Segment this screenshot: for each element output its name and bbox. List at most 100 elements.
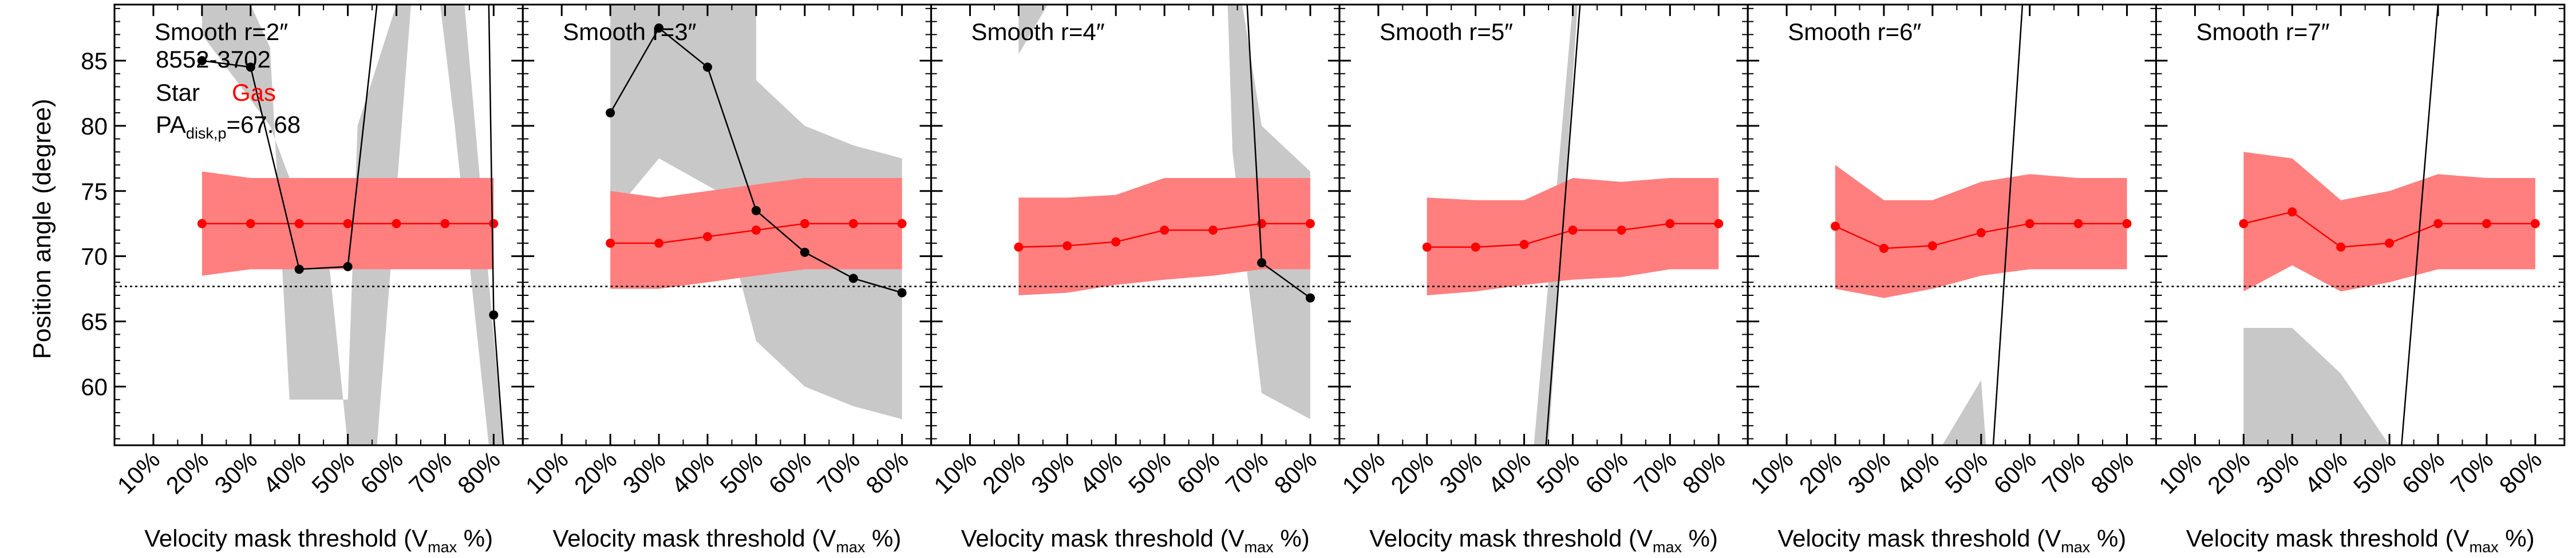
x-tick-label: 70%	[812, 446, 865, 499]
x-tick-label: 80%	[2494, 446, 2547, 499]
gas-uncertainty-band	[1427, 178, 1719, 295]
panel-title: Smooth r=2″	[155, 18, 288, 45]
gas-point	[1976, 228, 1986, 238]
x-tick-label: 20%	[2202, 446, 2255, 499]
x-tick-label: 10%	[1337, 446, 1390, 499]
gas-point	[1831, 221, 1840, 231]
gas-point	[2433, 219, 2443, 228]
panel-title: Smooth r=7″	[2196, 18, 2330, 45]
x-axis-label: Velocity mask threshold (Vmax %)	[553, 525, 902, 556]
star-point	[343, 262, 353, 271]
y-tick-label: 75	[81, 178, 108, 205]
panel-5: 10%20%30%40%50%60%70%80% Smooth r=6″ Veloc…	[1745, 3, 2157, 556]
star-uncertainty-band	[1018, 5, 1048, 54]
x-axis-label-pre: Velocity mask threshold (V	[553, 525, 836, 552]
gas-point	[751, 225, 761, 235]
x-axis-label-pre: Velocity mask threshold (V	[1369, 525, 1653, 552]
pa-subscript: disk,p	[186, 125, 227, 142]
x-axis-label: Velocity mask threshold (Vmax %)	[1369, 525, 1718, 556]
x-tick-label: 60%	[2397, 446, 2450, 499]
gas-point	[197, 219, 207, 228]
y-axis-label: Position angle (degree)	[28, 99, 56, 359]
x-axis-label-post: %)	[457, 525, 493, 552]
star-point	[800, 247, 809, 257]
x-tick-label: 50%	[306, 446, 359, 499]
gas-point	[440, 219, 450, 228]
gas-point	[800, 219, 809, 228]
panel-4: 10%20%30%40%50%60%70%80% Smooth r=5″ Veloc…	[1337, 3, 1749, 556]
x-tick-label: 40%	[666, 446, 720, 499]
gas-point	[2385, 238, 2395, 248]
gas-point	[1617, 225, 1626, 235]
star-uncertainty-band	[2243, 328, 2390, 445]
star-point	[751, 205, 761, 215]
x-tick-label: 50%	[2348, 446, 2401, 499]
star-uncertainty-band	[1942, 380, 1986, 445]
gas-point	[1879, 244, 1888, 254]
pa-value: =67.68	[226, 111, 301, 138]
y-tick-label: 85	[81, 48, 108, 74]
x-tick-label: 40%	[1483, 446, 1536, 499]
gas-point	[246, 219, 255, 228]
panel-title: Smooth r=6″	[1788, 18, 1921, 45]
x-tick-label: 60%	[1580, 446, 1633, 499]
x-tick-label: 40%	[1891, 446, 1945, 499]
x-axis-label: Velocity mask threshold (Vmax %)	[961, 525, 1310, 556]
panel-plot-area	[1339, 5, 1748, 445]
x-tick-label: 20%	[977, 446, 1030, 499]
gas-point	[1305, 219, 1315, 228]
gas-uncertainty-band	[2243, 152, 2535, 292]
x-tick-label: 70%	[1220, 446, 1274, 499]
x-axis-label: Velocity mask threshold (Vmax %)	[2186, 525, 2535, 556]
gas-label: Gas	[232, 79, 276, 106]
gas-point	[1927, 241, 1937, 251]
y-tick-label: 60	[81, 373, 108, 400]
x-axis-label-sub: max	[428, 539, 457, 556]
x-tick-label: 80%	[1677, 446, 1730, 499]
gas-point	[2025, 219, 2034, 228]
x-axis-label-post: %)	[865, 525, 901, 552]
panel-plot-area	[1748, 5, 2156, 445]
gas-point	[294, 219, 304, 228]
gas-point	[2336, 242, 2346, 252]
panel-1: 60 65 70 75 80 85 10%20%30%40%50%60%70%80% Smoo…	[81, 3, 524, 556]
gas-point	[848, 219, 858, 228]
x-tick-label: 40%	[258, 446, 311, 499]
x-tick-label: 70%	[1629, 446, 1682, 499]
x-tick-label: 30%	[2251, 446, 2304, 499]
x-tick-label: 40%	[2300, 446, 2353, 499]
x-axis-label-post: %)	[2499, 525, 2535, 552]
gas-point	[2122, 219, 2132, 228]
gas-point	[489, 219, 499, 228]
gas-point	[1471, 242, 1480, 252]
x-tick-label: 20%	[1794, 446, 1847, 499]
gas-point	[897, 219, 907, 228]
star-point	[654, 23, 664, 33]
x-tick-label: 40%	[1074, 446, 1128, 499]
y-tick-label: 70	[81, 243, 108, 270]
x-axis-label: Velocity mask threshold (Vmax %)	[1777, 525, 2126, 556]
x-axis-label-pre: Velocity mask threshold (V	[1777, 525, 2061, 552]
panel-title: Smooth r=5″	[1380, 18, 1513, 45]
gas-point	[1257, 219, 1267, 228]
gas-point	[1422, 242, 1432, 252]
pa-prefix: PA	[156, 111, 186, 138]
x-axis-label-sub: max	[2470, 539, 2499, 556]
info-box: 8552-3702 Star Gas PAdisk,p=67.68	[156, 46, 301, 142]
gas-point	[606, 238, 615, 248]
x-tick-label: 50%	[1939, 446, 1993, 499]
star-series-line	[1545, 5, 1581, 445]
star-point	[1305, 293, 1315, 303]
gas-point	[1665, 219, 1675, 228]
x-tick-label: 70%	[2445, 446, 2499, 499]
gas-point	[2530, 219, 2540, 228]
gas-point	[2239, 219, 2249, 228]
x-tick-label: 30%	[1843, 446, 1896, 499]
x-axis-label-pre: Velocity mask threshold (V	[2186, 525, 2470, 552]
x-tick-label: 80%	[2085, 446, 2139, 499]
gas-point	[2482, 219, 2491, 228]
star-point	[197, 56, 207, 65]
x-tick-label: 50%	[1531, 446, 1585, 499]
panel-6: 10%20%30%40%50%60%70%80% Smooth r=7″ Veloc…	[2154, 3, 2566, 556]
gas-point	[1111, 237, 1121, 247]
